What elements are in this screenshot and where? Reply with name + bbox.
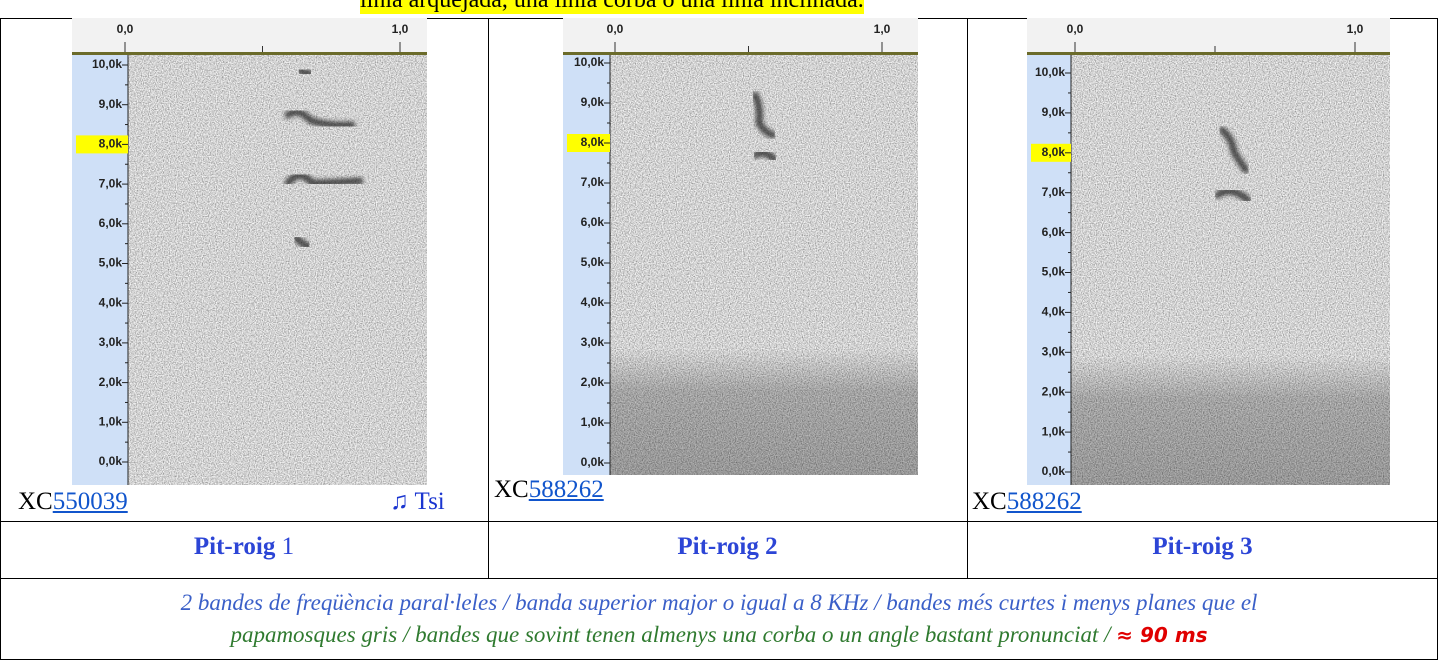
frequency-tick-label: 9,0k (1042, 105, 1066, 119)
frequency-tick-label: 9,0k (99, 97, 123, 111)
label-number: 1 (281, 533, 295, 560)
panel-label: Pit-roig 2 (488, 533, 967, 561)
frequency-tick-label: 4,0k (99, 295, 123, 309)
time-tick-label: 0,0 (117, 22, 134, 36)
call-trace (292, 234, 312, 250)
time-tick-label: 1,0 (874, 22, 891, 36)
xc-link[interactable]: 588262 (528, 476, 604, 503)
label-bold: Pit-roig 3 (1152, 533, 1253, 560)
xc-reference: XC588262 (494, 476, 604, 504)
frequency-tick-label: 3,0k (99, 335, 123, 349)
time-ruler (72, 18, 427, 52)
xc-link[interactable]: 588262 (1006, 488, 1082, 515)
spectrogram: 0,0 1,0 10,0k 9,0k 8,0k 7,0k 6,0k 5,0k 4,0k 3,0k 2… (563, 18, 918, 475)
call-trace (1218, 126, 1250, 174)
frequency-axis (563, 55, 610, 475)
frequency-tick-label: 6,0k (581, 215, 605, 229)
call-trace (284, 108, 356, 129)
time-ruler-edge (72, 52, 427, 55)
tick-highlight (567, 134, 610, 152)
frequency-tick-label: 3,0k (581, 335, 605, 349)
frequency-tick-label: 7,0k (99, 176, 123, 190)
panel-label: Pit-roig 1 (0, 533, 488, 561)
time-tick-label: 0,0 (1067, 22, 1084, 36)
time-tick-label: 1,0 (1347, 22, 1364, 36)
low-frequency-noise (563, 54, 918, 475)
frequency-tick-label: 1,0k (99, 414, 123, 428)
xc-prefix: XC (494, 476, 529, 503)
tick-highlight (76, 135, 128, 154)
frequency-tick-label: 0,0k (1042, 464, 1066, 478)
frequency-tick-label: 7,0k (581, 175, 605, 189)
frequency-tick-label: 4,0k (1042, 305, 1066, 319)
frequency-tick-label: 8,0k (581, 135, 605, 149)
caption-line: papamosques gris / bandes que sovint ten… (0, 622, 1438, 648)
xc-link[interactable]: 550039 (52, 488, 128, 515)
frequency-tick-label: 6,0k (1042, 225, 1066, 239)
panel-label: Pit-roig 3 (967, 533, 1438, 561)
frequency-tick-label: 2,0k (99, 375, 123, 389)
call-trace (1214, 187, 1252, 204)
caption-highlight: ≈ 90 ms (1116, 623, 1208, 647)
frequency-tick-label: 2,0k (1042, 384, 1066, 398)
label-bold: Pit-roig 2 (677, 533, 778, 560)
time-ruler-edge (1027, 52, 1390, 55)
frequency-tick-label: 1,0k (1042, 424, 1066, 438)
xc-prefix: XC (18, 488, 53, 515)
frequency-tick-label: 3,0k (1042, 344, 1066, 358)
frequency-tick-label: 10,0k (92, 57, 122, 71)
frequency-tick-label: 5,0k (99, 256, 123, 270)
frequency-tick-label: 8,0k (99, 137, 123, 151)
tick-highlight (1031, 143, 1071, 162)
frequency-tick-label: 10,0k (1035, 65, 1065, 79)
frequency-tick-label: 8,0k (1042, 145, 1066, 159)
frequency-tick-label: 6,0k (99, 216, 123, 230)
frequency-axis (72, 55, 128, 485)
time-ruler (1027, 18, 1390, 52)
frequency-tick-label: 1,0k (581, 415, 605, 429)
caption-line: 2 bandes de freqüència paral·leles / ban… (180, 590, 1258, 615)
frequency-tick-label: 5,0k (1042, 265, 1066, 279)
call-trace (751, 91, 777, 139)
time-ruler-edge (563, 52, 918, 55)
frequency-tick-label: 10,0k (574, 55, 604, 69)
frequency-axis (1027, 55, 1071, 485)
call-trace (284, 172, 364, 187)
time-tick-label: 1,0 (392, 22, 409, 36)
caption-text: papamosques gris / bandes que sovint ten… (230, 622, 1111, 647)
call-note: ♫ Tsi (390, 488, 445, 515)
frequency-tick-label: 0,0k (99, 454, 123, 468)
label-bold: Pit-roig (193, 533, 276, 560)
frequency-tick-label: 9,0k (581, 95, 605, 109)
call-trace (296, 66, 314, 77)
xc-reference: XC550039 (18, 488, 128, 516)
frequency-tick-label: 4,0k (581, 295, 605, 309)
frequency-tick-label: 5,0k (581, 255, 605, 269)
call-trace (752, 149, 778, 163)
xc-reference: XC588262 (972, 488, 1082, 516)
frequency-tick-label: 7,0k (1042, 185, 1066, 199)
frequency-tick-label: 2,0k (581, 375, 605, 389)
spectrogram: 0,0 1,0 10,0k 9,0k 8,0k 7,0k 6,0k 5,0k 4,0k 3,0k 2… (1027, 18, 1390, 485)
xc-prefix: XC (972, 488, 1007, 515)
spectrogram: 0,0 1,0 10,0k 9,0k 8,0k 7,0k 6,0k 5,0k 4,0k 3,0k 2… (72, 18, 427, 485)
spectrogram-noise (72, 54, 427, 485)
time-ruler (563, 18, 918, 52)
low-frequency-noise (1027, 54, 1390, 485)
header-text: línia arquejada, una línia corba o una l… (360, 0, 864, 14)
frequency-tick-label: 0,0k (581, 455, 605, 469)
time-tick-label: 0,0 (607, 22, 624, 36)
